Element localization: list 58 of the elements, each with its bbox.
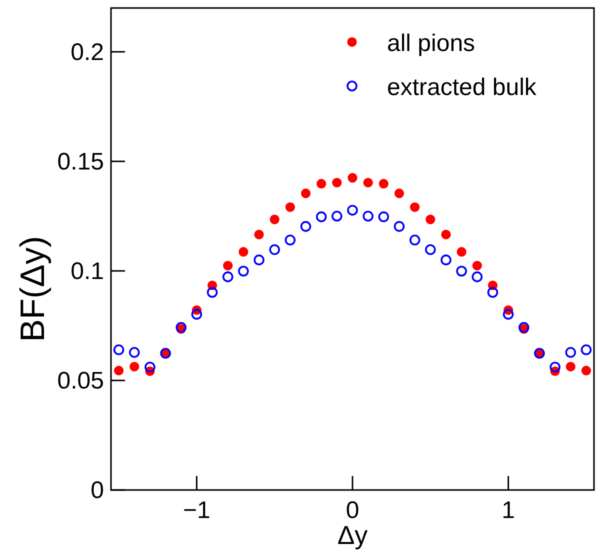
y-tick-label: 0.1 (70, 258, 104, 285)
y-axis-title: BF(Δy) (14, 236, 52, 342)
point (347, 204, 358, 216)
point (565, 347, 576, 358)
point (270, 214, 280, 224)
point (300, 221, 312, 232)
legend-label: all pions (387, 30, 476, 57)
point (332, 178, 342, 188)
y-tick-label: 0.15 (57, 148, 104, 176)
point (409, 234, 420, 246)
point (426, 214, 436, 224)
point (144, 362, 156, 372)
point (254, 230, 264, 240)
point (114, 366, 124, 376)
point (332, 210, 342, 222)
point (581, 366, 592, 376)
point (456, 247, 466, 257)
point (316, 178, 326, 189)
point (238, 247, 248, 257)
y-tick-label: 0.05 (57, 367, 104, 394)
y-tick-label: 0 (90, 477, 104, 504)
x-tick-label: −1 (183, 497, 210, 524)
point (269, 244, 280, 256)
point (130, 362, 140, 372)
point (378, 211, 390, 222)
y-tick-label: 0.2 (70, 38, 104, 66)
point (394, 188, 404, 198)
point (300, 188, 311, 198)
point (472, 271, 483, 282)
point (580, 344, 592, 356)
point (128, 347, 140, 358)
point (223, 260, 233, 270)
point (254, 254, 264, 266)
point (566, 362, 576, 372)
point (394, 221, 405, 232)
legend-label: extracted bulk (387, 74, 538, 101)
point (502, 308, 514, 320)
point (206, 286, 218, 298)
point (316, 211, 327, 222)
x-tick-label: 1 (502, 497, 515, 524)
point (348, 172, 358, 183)
point (550, 362, 560, 372)
point (441, 230, 451, 240)
point (284, 234, 296, 246)
point (222, 271, 234, 282)
point (285, 202, 295, 212)
point (425, 244, 436, 256)
point (113, 344, 124, 356)
point (472, 260, 482, 270)
point (363, 178, 373, 188)
point (378, 178, 388, 189)
point (362, 210, 374, 222)
point (440, 254, 452, 266)
point (238, 266, 249, 277)
point (191, 308, 202, 320)
point (410, 202, 420, 212)
point (456, 266, 467, 277)
point (487, 286, 498, 298)
